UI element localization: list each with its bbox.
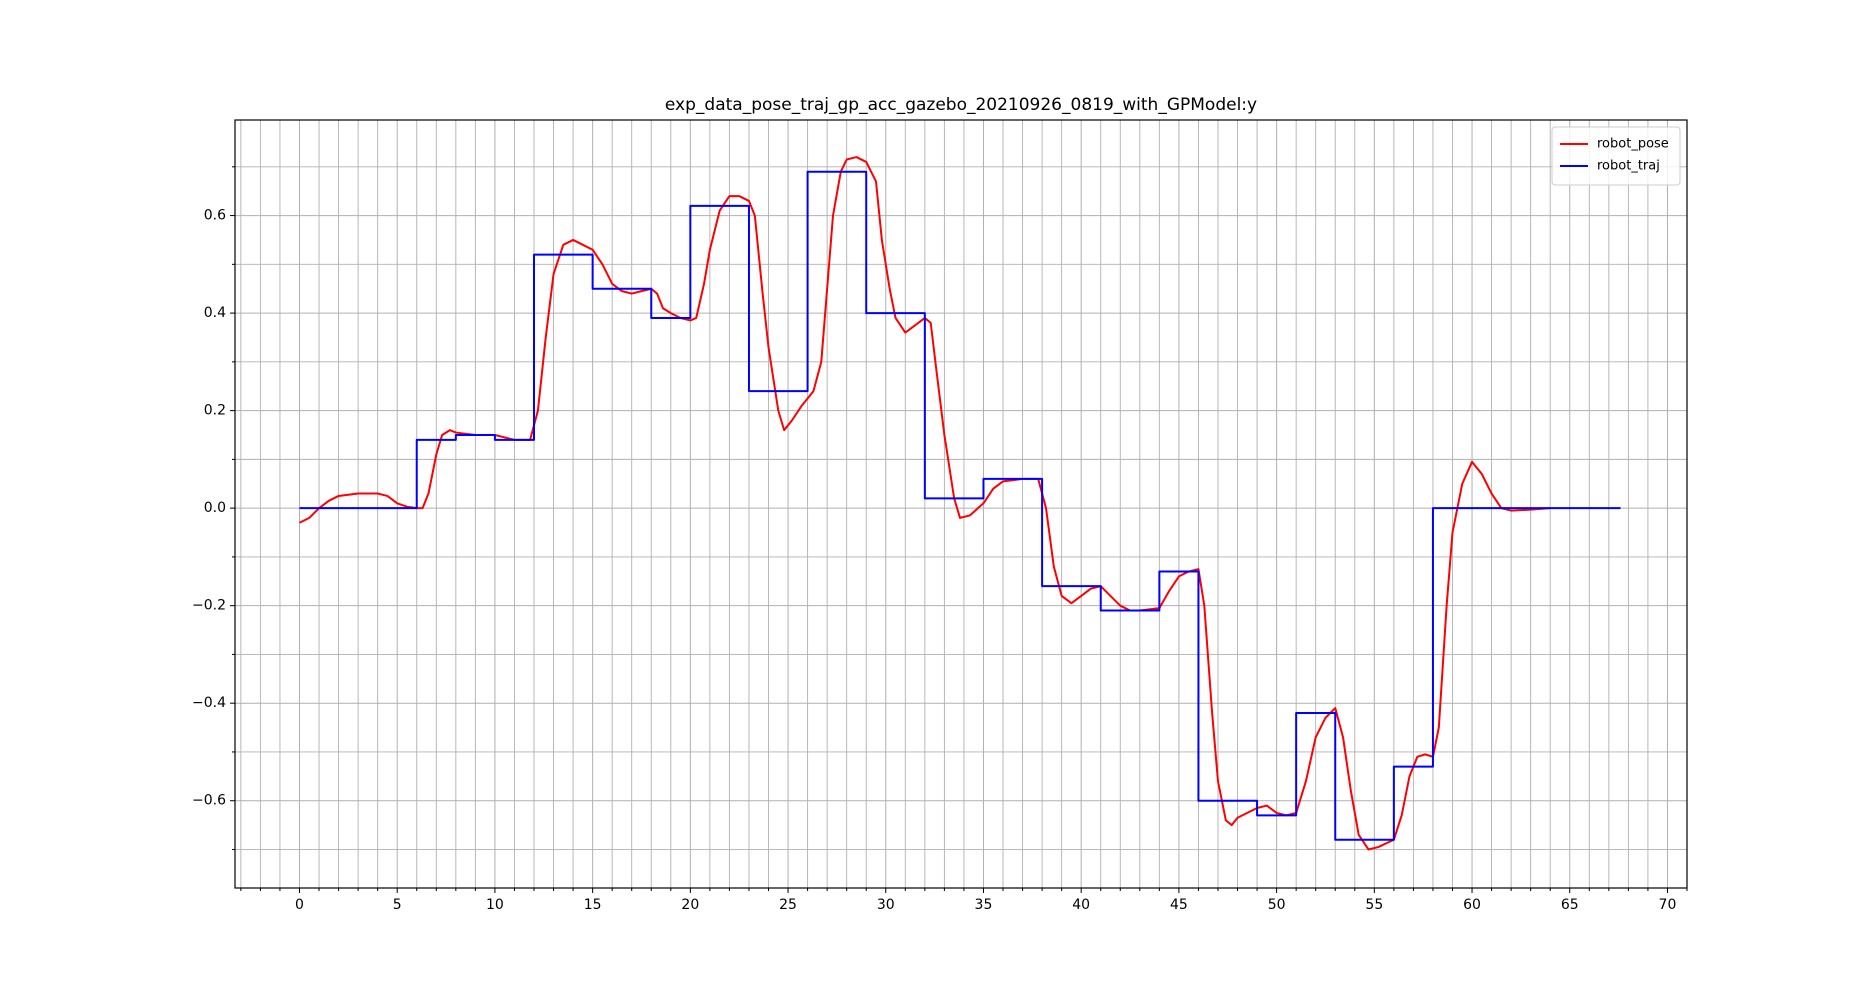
y-tick-label: 0.0 — [204, 500, 226, 516]
x-tick-label: 20 — [681, 897, 699, 913]
y-tick-label: −0.4 — [192, 695, 226, 711]
x-tick-label: 15 — [584, 897, 602, 913]
y-tick-label: 0.2 — [204, 403, 226, 419]
line — [299, 170, 1621, 841]
legend-label: robot_traj — [1597, 159, 1660, 174]
x-tick-label: 40 — [1072, 897, 1090, 913]
x-tick-label: 50 — [1268, 897, 1286, 913]
x-tick-label: 30 — [877, 897, 895, 913]
y-tick-label: −0.2 — [192, 598, 226, 614]
x-tick-label: 25 — [779, 897, 797, 913]
x-tick-label: 70 — [1659, 897, 1677, 913]
x-tick-label: 10 — [486, 897, 504, 913]
x-tick-label: 45 — [1170, 897, 1188, 913]
x-tick-label: 35 — [975, 897, 993, 913]
legend-box — [1551, 126, 1681, 186]
x-tick-label: 5 — [393, 897, 402, 913]
y-tick-label: 0.4 — [204, 305, 226, 321]
y-tick-label: −0.6 — [192, 793, 226, 809]
line — [299, 156, 1551, 851]
x-tick-label: 60 — [1463, 897, 1481, 913]
x-tick-label: 55 — [1365, 897, 1383, 913]
x-tick-label: 65 — [1561, 897, 1579, 913]
chart-title: exp_data_pose_traj_gp_acc_gazebo_2021092… — [665, 95, 1257, 115]
x-tick-label: 0 — [295, 897, 304, 913]
legend: robot_pose robot_traj — [1551, 126, 1681, 186]
legend-label: robot_pose — [1597, 137, 1669, 152]
y-tick-label: 0.6 — [204, 208, 226, 224]
plot-frame — [234, 119, 1688, 889]
